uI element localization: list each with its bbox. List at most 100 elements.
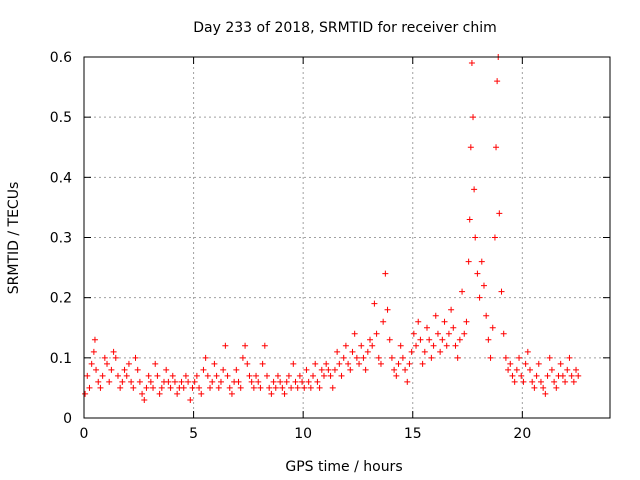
- data-point: [533, 372, 540, 379]
- data-point: [193, 372, 200, 379]
- data-point: [373, 330, 380, 337]
- data-point: [209, 378, 216, 385]
- data-point: [472, 234, 479, 241]
- data-point: [377, 360, 384, 367]
- x-tick-label: 5: [189, 426, 198, 442]
- data-point: [509, 372, 516, 379]
- data-point: [117, 384, 124, 391]
- data-point: [406, 360, 413, 367]
- data-point: [399, 354, 406, 361]
- data-point: [152, 360, 159, 367]
- data-point: [171, 378, 178, 385]
- data-point: [408, 348, 415, 355]
- data-point: [487, 354, 494, 361]
- data-point: [264, 372, 271, 379]
- data-point: [316, 384, 323, 391]
- data-point: [437, 348, 444, 355]
- data-point: [480, 282, 487, 289]
- data-point: [329, 384, 336, 391]
- data-point: [182, 372, 189, 379]
- data-point: [474, 270, 481, 277]
- data-point: [505, 366, 512, 373]
- data-point: [358, 342, 365, 349]
- data-point: [242, 342, 249, 349]
- data-point: [156, 390, 163, 397]
- data-point: [305, 378, 312, 385]
- data-point: [551, 378, 558, 385]
- data-point: [404, 378, 411, 385]
- data-point: [180, 384, 187, 391]
- data-point: [443, 342, 450, 349]
- data-point: [353, 354, 360, 361]
- data-point: [112, 354, 119, 361]
- data-point: [562, 378, 569, 385]
- y-tick-label: 0: [63, 411, 72, 427]
- data-point: [158, 384, 165, 391]
- y-tick-label: 0.4: [50, 170, 72, 186]
- x-tick-label: 10: [294, 426, 312, 442]
- data-point: [82, 390, 89, 397]
- data-point: [132, 354, 139, 361]
- data-point: [259, 360, 266, 367]
- data-point: [307, 384, 314, 391]
- data-point: [430, 342, 437, 349]
- data-point: [325, 366, 332, 373]
- data-point: [163, 366, 170, 373]
- data-point: [360, 354, 367, 361]
- data-point: [268, 390, 275, 397]
- data-point: [423, 324, 430, 331]
- data-point: [452, 342, 459, 349]
- data-point: [121, 366, 128, 373]
- data-point: [493, 144, 500, 151]
- data-point: [559, 372, 566, 379]
- data-point: [125, 360, 132, 367]
- data-point: [459, 288, 466, 295]
- data-point: [338, 372, 345, 379]
- data-point: [395, 360, 402, 367]
- data-point: [568, 372, 575, 379]
- data-point: [285, 372, 292, 379]
- data-point: [419, 360, 426, 367]
- data-point: [296, 372, 303, 379]
- data-point: [213, 372, 220, 379]
- data-point: [548, 366, 555, 373]
- data-point: [345, 360, 352, 367]
- data-point: [544, 372, 551, 379]
- data-point: [546, 354, 553, 361]
- data-point: [277, 378, 284, 385]
- data-point: [320, 372, 327, 379]
- data-point: [471, 186, 478, 193]
- data-point: [454, 354, 461, 361]
- data-point: [465, 258, 472, 265]
- data-point: [303, 366, 310, 373]
- axis-ticks: 0 5 10 15 20 0 0.1 0.2 0.3 0.4 0.5 0.6: [50, 50, 610, 442]
- data-point: [566, 354, 573, 361]
- data-point: [294, 384, 301, 391]
- data-point: [426, 336, 433, 343]
- data-point: [434, 330, 441, 337]
- data-point: [128, 378, 135, 385]
- data-point: [410, 330, 417, 337]
- data-point: [185, 378, 192, 385]
- data-point: [496, 210, 503, 217]
- data-point: [349, 348, 356, 355]
- y-tick-label: 0.6: [50, 50, 72, 66]
- x-tick-label: 0: [80, 426, 89, 442]
- data-point: [524, 348, 531, 355]
- data-point: [178, 378, 185, 385]
- data-point: [104, 360, 111, 367]
- data-point: [226, 384, 233, 391]
- data-point: [327, 372, 334, 379]
- data-point: [564, 366, 571, 373]
- data-point: [476, 294, 483, 301]
- data-point: [513, 366, 520, 373]
- data-point: [467, 144, 474, 151]
- data-point: [450, 324, 457, 331]
- data-point: [397, 342, 404, 349]
- data-point: [531, 384, 538, 391]
- data-point: [198, 390, 205, 397]
- data-point: [224, 372, 231, 379]
- data-point: [228, 390, 235, 397]
- data-points: [82, 54, 582, 403]
